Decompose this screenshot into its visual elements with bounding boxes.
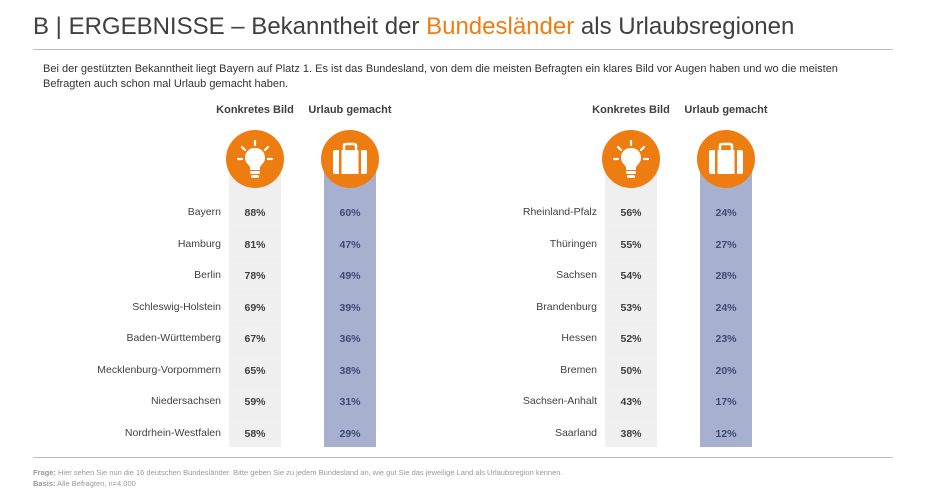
konkretes-bild-value: 69% (229, 294, 281, 321)
title-accent: Bundesländer (426, 13, 575, 40)
konkretes-bild-value: 43% (605, 389, 657, 415)
konkretes-bild-value: 56% (605, 200, 657, 226)
urlaub-gemacht-value: 17% (700, 389, 752, 415)
urlaub-gemacht-value: 28% (700, 263, 752, 289)
urlaub-gemacht-value: 39% (324, 294, 376, 321)
urlaub-gemacht-value: 38% (324, 357, 376, 384)
state-label: Nordrhein-Westfalen (124, 426, 221, 439)
urlaub-gemacht-value: 12% (700, 420, 752, 447)
urlaub-gemacht-value: 24% (700, 294, 752, 321)
state-label: Schleswig-Holstein (132, 300, 221, 313)
footnote-frage: Frage: Hier sehen Sie nun die 16 deutsch… (33, 468, 563, 477)
urlaub-gemacht-value: 60% (324, 200, 376, 226)
konkretes-bild-value: 67% (229, 326, 281, 352)
right-header-konkretes-bild: Konkretes Bild (592, 104, 670, 116)
state-label: Rheinland-Pfalz (522, 206, 597, 218)
konkretes-bild-value: 78% (229, 263, 281, 289)
frage-label: Frage: (33, 468, 56, 477)
state-label: Bayern (187, 206, 221, 218)
konkretes-bild-value: 88% (229, 200, 281, 226)
urlaub-gemacht-value: 29% (324, 420, 376, 447)
state-label: Sachsen (556, 269, 597, 281)
urlaub-gemacht-value: 23% (700, 326, 752, 352)
konkretes-bild-value: 55% (605, 231, 657, 258)
konkretes-bild-value: 38% (605, 420, 657, 447)
urlaub-gemacht-value: 20% (700, 357, 752, 384)
urlaub-gemacht-value: 31% (324, 389, 376, 415)
konkretes-bild-value: 52% (605, 326, 657, 352)
state-label: Berlin (194, 269, 221, 281)
urlaub-gemacht-value: 24% (700, 200, 752, 226)
state-label: Thüringen (549, 237, 597, 250)
state-label: Baden-Württemberg (126, 332, 221, 344)
urlaub-gemacht-value: 49% (324, 263, 376, 289)
footnote-basis: Basis: Alle Befragten, n=4.000 (33, 479, 136, 488)
intro-text: Bei der gestützten Bekanntheit liegt Bay… (43, 63, 838, 90)
suitcase-icon (321, 130, 379, 188)
state-label: Sachsen-Anhalt (522, 395, 597, 407)
title-suffix: als Urlaubsregionen (574, 13, 795, 40)
lightbulb-icon (226, 130, 284, 188)
state-label: Hamburg (177, 237, 221, 250)
konkretes-bild-value: 65% (229, 357, 281, 384)
top-divider (33, 49, 893, 50)
state-label: Niedersachsen (150, 395, 221, 407)
basis-label: Basis: (33, 479, 56, 488)
state-label: Mecklenburg-Vorpommern (97, 363, 221, 376)
konkretes-bild-value: 50% (605, 357, 657, 384)
basis-text: Alle Befragten, n=4.000 (55, 479, 136, 488)
urlaub-gemacht-value: 36% (324, 326, 376, 352)
page-title: B | ERGEBNISSE – Bekanntheit der Bundesl… (33, 13, 794, 41)
suitcase-icon (697, 130, 755, 188)
konkretes-bild-value: 58% (229, 420, 281, 447)
state-label: Bremen (560, 363, 597, 376)
frage-text: Hier sehen Sie nun die 16 deutschen Bund… (55, 468, 563, 477)
state-label: Saarland (554, 426, 597, 439)
right-header-urlaub-gemacht: Urlaub gemacht (684, 104, 768, 116)
urlaub-gemacht-value: 47% (324, 231, 376, 258)
state-label: Brandenburg (536, 300, 597, 313)
konkretes-bild-value: 54% (605, 263, 657, 289)
lightbulb-icon (602, 130, 660, 188)
konkretes-bild-value: 81% (229, 231, 281, 258)
konkretes-bild-value: 59% (229, 389, 281, 415)
title-prefix: B | ERGEBNISSE – Bekanntheit der (33, 13, 427, 40)
urlaub-gemacht-value: 27% (700, 231, 752, 258)
left-header-urlaub-gemacht: Urlaub gemacht (308, 104, 392, 116)
state-label: Hessen (561, 332, 597, 344)
left-header-konkretes-bild: Konkretes Bild (216, 104, 294, 116)
konkretes-bild-value: 53% (605, 294, 657, 321)
bottom-divider (33, 457, 893, 458)
